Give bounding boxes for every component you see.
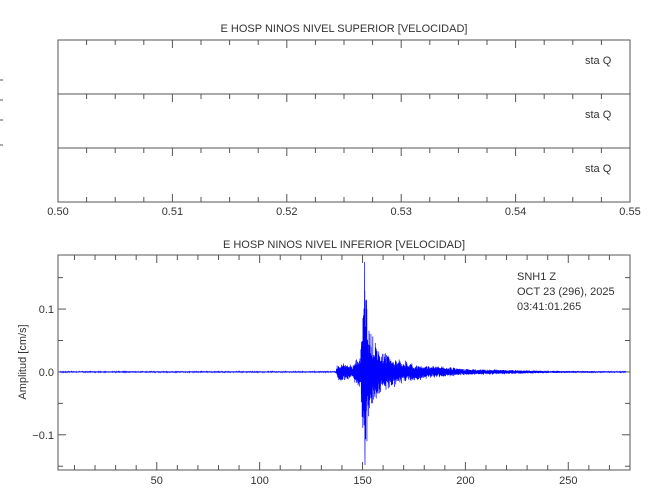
x-tick-label: 0.54 <box>505 206 526 218</box>
y-tick-label: 0.1 <box>39 304 54 316</box>
x-tick-label: 200 <box>456 475 474 487</box>
y-tick-label: 0.0 <box>39 367 54 379</box>
y-tick-label: −0.1 <box>32 430 54 442</box>
trace-label: sta Q <box>585 163 612 175</box>
top-panel-title: E HOSP NINOS NIVEL SUPERIOR [VELOCIDAD] <box>221 23 468 35</box>
bottom-panel-frame <box>57 254 631 471</box>
annotation-time: 03:41:01.265 <box>517 301 581 313</box>
waveform-trace <box>59 261 627 465</box>
x-tick-label: 0.53 <box>390 206 411 218</box>
bottom-panel-title: E HOSP NINOS NIVEL INFERIOR [VELOCIDAD] <box>223 239 465 251</box>
top-panel-frame <box>57 39 631 203</box>
trace-label: sta Q <box>585 109 612 121</box>
x-tick-label: 0.55 <box>619 206 640 218</box>
x-tick-label: 250 <box>559 475 577 487</box>
x-tick-label: 0.50 <box>47 206 68 218</box>
x-tick-label: 0.51 <box>162 206 183 218</box>
chart-marks: sta Q sta Q sta Q 0.50 0.51 0.52 0.53 0.54 0.55 5… <box>0 39 641 487</box>
trace-label: sta Q <box>585 55 612 67</box>
annotation-station: SNH1 Z <box>517 271 556 283</box>
x-tick-label: 150 <box>353 475 371 487</box>
x-tick-label: 0.52 <box>276 206 297 218</box>
y-axis-label: Amplitud [cm/s] <box>17 324 29 399</box>
x-tick-label: 100 <box>250 475 268 487</box>
x-tick-label: 50 <box>151 475 163 487</box>
annotation-date: OCT 23 (296), 2025 <box>517 286 615 298</box>
